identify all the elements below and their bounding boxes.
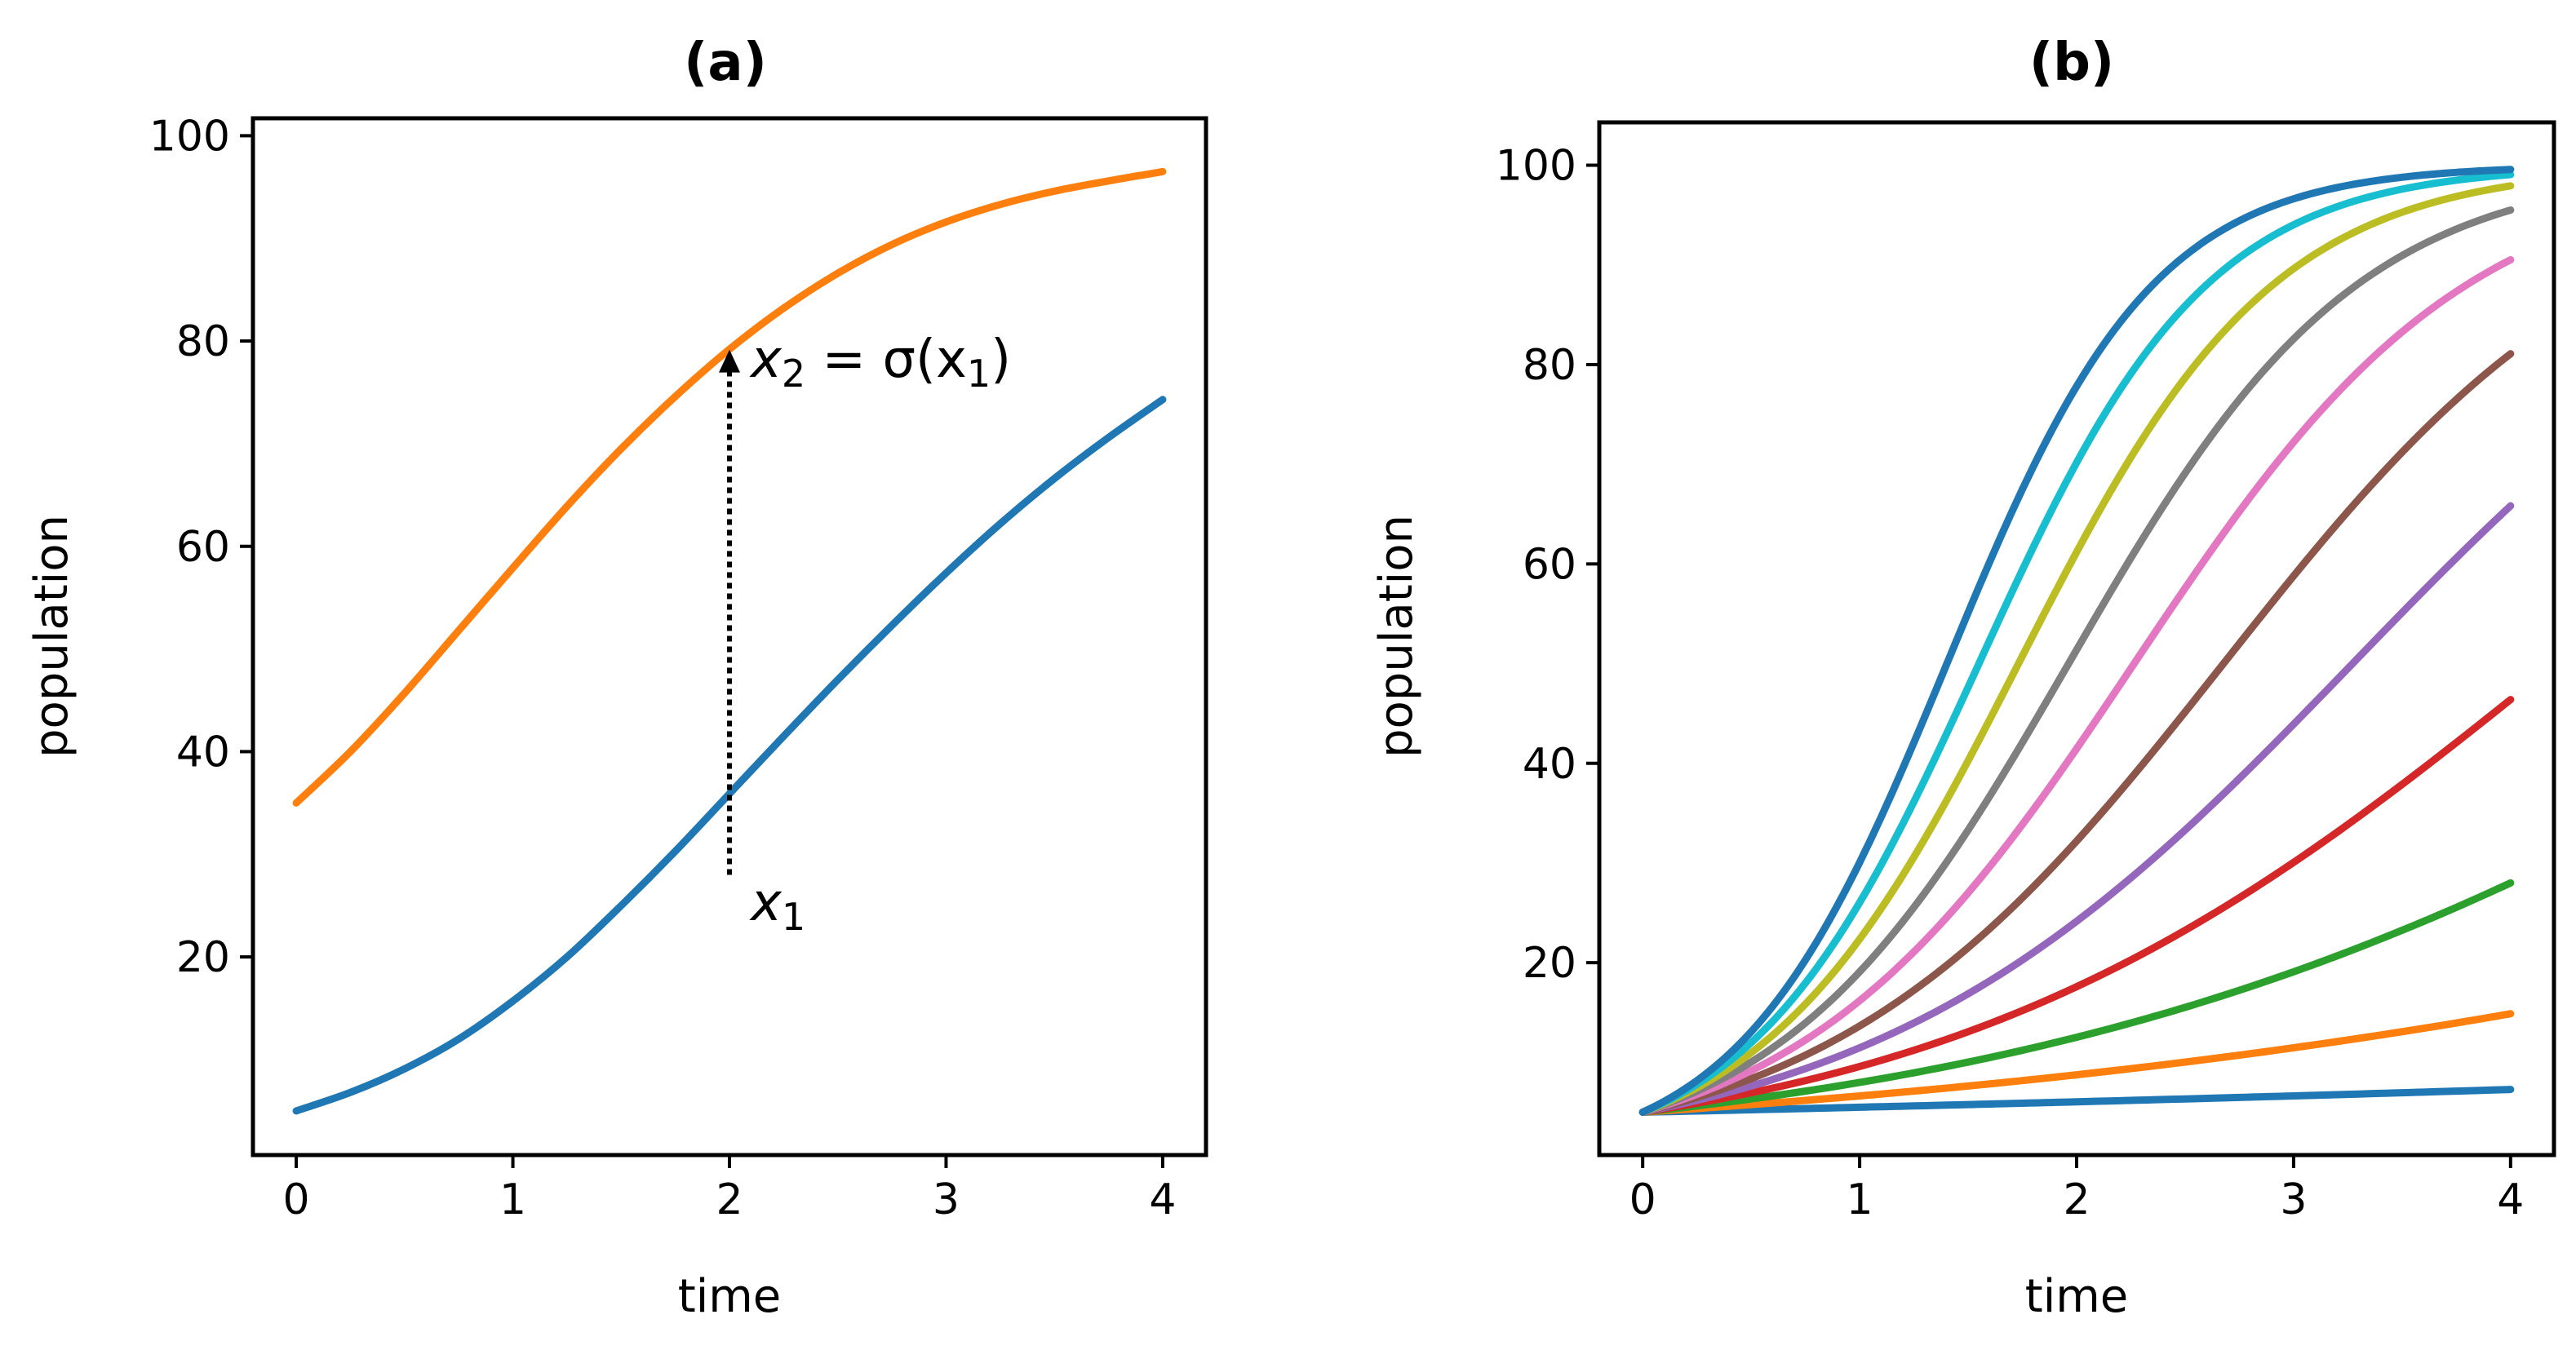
panel-b-x-ticks: 0 1 2 3 4 — [1629, 1155, 2524, 1224]
x-tick-label: 3 — [933, 1175, 960, 1224]
annotation-x1-base: x — [749, 873, 783, 933]
annotation-x2-subscript: 2 — [782, 352, 805, 396]
y-tick-label: 40 — [176, 728, 230, 777]
y-tick-label: 20 — [1523, 939, 1576, 988]
panel-a-x-axis-label: time — [678, 1270, 782, 1323]
series-line-r2 — [1638, 1010, 2515, 1116]
y-tick-label: 100 — [149, 112, 230, 161]
x-tick-label: 1 — [499, 1175, 526, 1224]
y-tick-label: 100 — [1496, 142, 1576, 191]
x-tick-label: 4 — [2497, 1175, 2524, 1224]
x-tick-label: 2 — [716, 1175, 743, 1224]
annotation-close-paren: ) — [991, 330, 1011, 390]
arrow-head — [719, 349, 740, 373]
y-tick-label: 80 — [176, 317, 230, 366]
series-line-r9 — [1638, 182, 2515, 1116]
panel-b-series-group — [1638, 166, 2515, 1116]
y-tick-label: 20 — [176, 933, 230, 982]
x-tick-label: 4 — [1149, 1175, 1176, 1224]
panel-a-title: (a) — [684, 33, 767, 93]
panel-b-title: (b) — [2029, 33, 2114, 93]
series-line-r7 — [1638, 255, 2515, 1116]
annotation-x2-equals-sigma-x1: x2 = σ(x1) — [749, 330, 1011, 396]
series-line-r8 — [1638, 206, 2515, 1116]
y-tick-label: 80 — [1523, 341, 1576, 390]
annotation-x1: x1 — [749, 873, 805, 939]
panel-b: (b) 0 1 2 3 4 20 40 60 80 100 time population — [1370, 33, 2556, 1323]
annotation-sigma-expression: = σ(x — [805, 330, 967, 390]
series-line-x1 — [292, 396, 1167, 1115]
series-line-r1 — [1638, 1086, 2515, 1116]
panel-a-y-axis-label: population — [25, 515, 78, 758]
x-tick-label: 0 — [1629, 1175, 1656, 1224]
series-line-r4 — [1638, 696, 2515, 1116]
series-line-x2 — [292, 167, 1167, 807]
x-tick-label: 1 — [1847, 1175, 1873, 1224]
series-line-r10 — [1638, 170, 2515, 1116]
y-tick-label: 40 — [1523, 740, 1576, 789]
series-line-r6 — [1638, 350, 2515, 1116]
panel-a-arrow-group — [719, 349, 740, 875]
panel-b-y-axis-label: population — [1370, 515, 1423, 758]
annotation-x1-subscript: 1 — [782, 895, 805, 939]
annotation-sigma-arg-subscript: 1 — [967, 352, 991, 396]
x-tick-label: 0 — [283, 1175, 310, 1224]
y-tick-label: 60 — [176, 523, 230, 572]
series-line-r5 — [1638, 502, 2515, 1116]
x-tick-label: 2 — [2063, 1175, 2090, 1224]
panel-a-y-ticks: 20 40 60 80 100 — [149, 112, 253, 982]
series-line-r11 — [1638, 166, 2515, 1116]
panel-b-y-ticks: 20 40 60 80 100 — [1496, 142, 1599, 988]
annotation-x2-base: x — [749, 330, 783, 390]
panel-b-axes-frame — [1597, 120, 2556, 1157]
y-tick-label: 60 — [1523, 540, 1576, 589]
panel-a-x-ticks: 0 1 2 3 4 — [283, 1155, 1176, 1224]
panel-b-x-axis-label: time — [2025, 1270, 2129, 1323]
x-tick-label: 3 — [2280, 1175, 2307, 1224]
series-line-r3 — [1638, 879, 2515, 1116]
panel-a-series-group — [292, 167, 1167, 1115]
